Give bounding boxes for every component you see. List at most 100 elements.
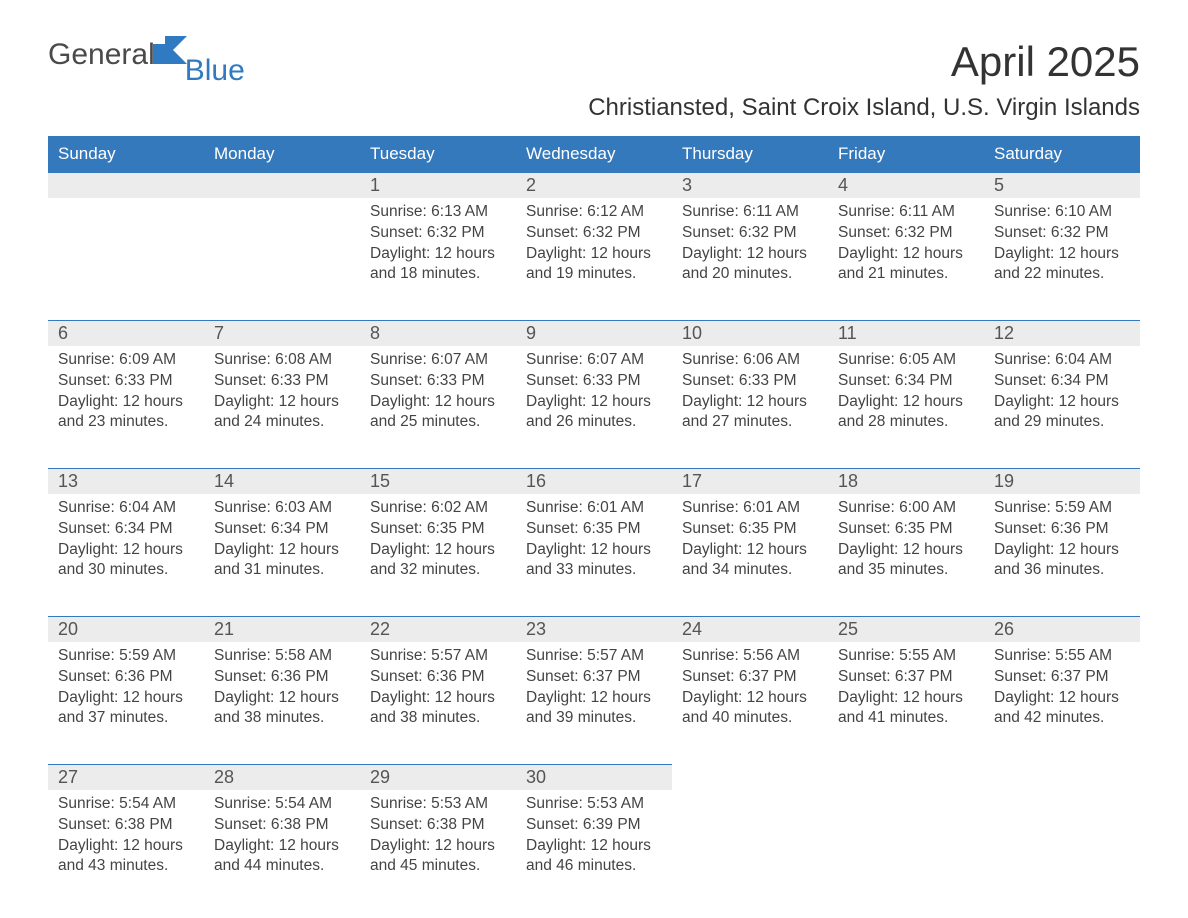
day-details: Sunrise: 6:03 AMSunset: 6:34 PMDaylight:… [204, 494, 360, 580]
day-dl2: and 39 minutes. [526, 708, 662, 728]
day-sunset: Sunset: 6:35 PM [526, 519, 662, 539]
day-details: Sunrise: 5:59 AMSunset: 6:36 PMDaylight:… [984, 494, 1140, 580]
day-sunrise: Sunrise: 5:53 AM [526, 794, 662, 814]
day-dl1: Daylight: 12 hours [370, 688, 506, 708]
calendar-cell: 27Sunrise: 5:54 AMSunset: 6:38 PMDayligh… [48, 764, 204, 912]
day-sunrise: Sunrise: 5:53 AM [370, 794, 506, 814]
day-dl1: Daylight: 12 hours [838, 244, 974, 264]
day-number: 30 [516, 764, 672, 790]
day-sunrise: Sunrise: 5:54 AM [58, 794, 194, 814]
day-sunset: Sunset: 6:36 PM [370, 667, 506, 687]
day-dl2: and 46 minutes. [526, 856, 662, 876]
day-sunset: Sunset: 6:37 PM [682, 667, 818, 687]
day-dl2: and 19 minutes. [526, 264, 662, 284]
day-sunset: Sunset: 6:32 PM [838, 223, 974, 243]
calendar-cell: 1Sunrise: 6:13 AMSunset: 6:32 PMDaylight… [360, 172, 516, 320]
day-sunset: Sunset: 6:36 PM [58, 667, 194, 687]
day-sunset: Sunset: 6:33 PM [370, 371, 506, 391]
day-dl2: and 43 minutes. [58, 856, 194, 876]
day-number: 17 [672, 468, 828, 494]
day-sunset: Sunset: 6:32 PM [682, 223, 818, 243]
calendar-cell: 25Sunrise: 5:55 AMSunset: 6:37 PMDayligh… [828, 616, 984, 764]
calendar-cell: 20Sunrise: 5:59 AMSunset: 6:36 PMDayligh… [48, 616, 204, 764]
day-details: Sunrise: 5:53 AMSunset: 6:39 PMDaylight:… [516, 790, 672, 876]
day-dl2: and 41 minutes. [838, 708, 974, 728]
day-sunrise: Sunrise: 6:12 AM [526, 202, 662, 222]
day-dl1: Daylight: 12 hours [370, 836, 506, 856]
day-sunset: Sunset: 6:34 PM [838, 371, 974, 391]
day-details: Sunrise: 6:00 AMSunset: 6:35 PMDaylight:… [828, 494, 984, 580]
day-dl2: and 45 minutes. [370, 856, 506, 876]
day-details: Sunrise: 6:04 AMSunset: 6:34 PMDaylight:… [984, 346, 1140, 432]
calendar-cell: 24Sunrise: 5:56 AMSunset: 6:37 PMDayligh… [672, 616, 828, 764]
day-sunset: Sunset: 6:35 PM [838, 519, 974, 539]
day-number: 1 [360, 172, 516, 198]
day-details: Sunrise: 6:12 AMSunset: 6:32 PMDaylight:… [516, 198, 672, 284]
day-dl2: and 21 minutes. [838, 264, 974, 284]
calendar-cell: 9Sunrise: 6:07 AMSunset: 6:33 PMDaylight… [516, 320, 672, 468]
day-number: 26 [984, 616, 1140, 642]
day-sunset: Sunset: 6:38 PM [370, 815, 506, 835]
day-sunset: Sunset: 6:37 PM [526, 667, 662, 687]
day-dl1: Daylight: 12 hours [838, 392, 974, 412]
day-details: Sunrise: 6:01 AMSunset: 6:35 PMDaylight:… [516, 494, 672, 580]
day-sunrise: Sunrise: 5:57 AM [526, 646, 662, 666]
day-dl2: and 42 minutes. [994, 708, 1130, 728]
calendar-cell: 7Sunrise: 6:08 AMSunset: 6:33 PMDaylight… [204, 320, 360, 468]
day-dl1: Daylight: 12 hours [526, 392, 662, 412]
day-dl1: Daylight: 12 hours [370, 244, 506, 264]
day-dl1: Daylight: 12 hours [526, 540, 662, 560]
day-dl2: and 20 minutes. [682, 264, 818, 284]
day-sunset: Sunset: 6:36 PM [994, 519, 1130, 539]
brand-logo: General Blue [48, 38, 255, 72]
calendar-cell: 18Sunrise: 6:00 AMSunset: 6:35 PMDayligh… [828, 468, 984, 616]
day-sunrise: Sunrise: 6:00 AM [838, 498, 974, 518]
calendar-cell: 13Sunrise: 6:04 AMSunset: 6:34 PMDayligh… [48, 468, 204, 616]
day-sunset: Sunset: 6:33 PM [682, 371, 818, 391]
day-dl1: Daylight: 12 hours [682, 540, 818, 560]
day-dl1: Daylight: 12 hours [526, 244, 662, 264]
day-dl1: Daylight: 12 hours [58, 836, 194, 856]
day-number: 28 [204, 764, 360, 790]
day-number: 10 [672, 320, 828, 346]
day-dl2: and 18 minutes. [370, 264, 506, 284]
day-sunset: Sunset: 6:34 PM [994, 371, 1130, 391]
calendar-cell: 5Sunrise: 6:10 AMSunset: 6:32 PMDaylight… [984, 172, 1140, 320]
day-dl2: and 23 minutes. [58, 412, 194, 432]
day-dl1: Daylight: 12 hours [214, 392, 350, 412]
day-sunrise: Sunrise: 6:10 AM [994, 202, 1130, 222]
day-number: 23 [516, 616, 672, 642]
day-dl2: and 36 minutes. [994, 560, 1130, 580]
day-details: Sunrise: 6:13 AMSunset: 6:32 PMDaylight:… [360, 198, 516, 284]
weekday-label: Tuesday [360, 136, 516, 172]
calendar: SundayMondayTuesdayWednesdayThursdayFrid… [48, 136, 1140, 912]
day-sunrise: Sunrise: 6:07 AM [370, 350, 506, 370]
day-number: 21 [204, 616, 360, 642]
day-dl2: and 38 minutes. [214, 708, 350, 728]
day-dl1: Daylight: 12 hours [58, 540, 194, 560]
calendar-cell: 8Sunrise: 6:07 AMSunset: 6:33 PMDaylight… [360, 320, 516, 468]
day-details: Sunrise: 6:06 AMSunset: 6:33 PMDaylight:… [672, 346, 828, 432]
calendar-cell: 10Sunrise: 6:06 AMSunset: 6:33 PMDayligh… [672, 320, 828, 468]
day-number: 27 [48, 764, 204, 790]
day-dl2: and 27 minutes. [682, 412, 818, 432]
day-sunrise: Sunrise: 6:05 AM [838, 350, 974, 370]
day-dl2: and 30 minutes. [58, 560, 194, 580]
brand-word-1: General [48, 38, 155, 72]
day-dl2: and 26 minutes. [526, 412, 662, 432]
day-dl1: Daylight: 12 hours [838, 540, 974, 560]
day-number: 11 [828, 320, 984, 346]
day-dl2: and 24 minutes. [214, 412, 350, 432]
day-sunrise: Sunrise: 6:07 AM [526, 350, 662, 370]
day-dl1: Daylight: 12 hours [526, 688, 662, 708]
day-dl2: and 38 minutes. [370, 708, 506, 728]
location-subtitle: Christiansted, Saint Croix Island, U.S. … [588, 94, 1140, 122]
calendar-cell: 30Sunrise: 5:53 AMSunset: 6:39 PMDayligh… [516, 764, 672, 912]
weekday-label: Sunday [48, 136, 204, 172]
day-details: Sunrise: 6:01 AMSunset: 6:35 PMDaylight:… [672, 494, 828, 580]
day-details: Sunrise: 5:55 AMSunset: 6:37 PMDaylight:… [828, 642, 984, 728]
day-details: Sunrise: 6:07 AMSunset: 6:33 PMDaylight:… [516, 346, 672, 432]
day-details: Sunrise: 6:05 AMSunset: 6:34 PMDaylight:… [828, 346, 984, 432]
day-number: 29 [360, 764, 516, 790]
calendar-cell: 12Sunrise: 6:04 AMSunset: 6:34 PMDayligh… [984, 320, 1140, 468]
